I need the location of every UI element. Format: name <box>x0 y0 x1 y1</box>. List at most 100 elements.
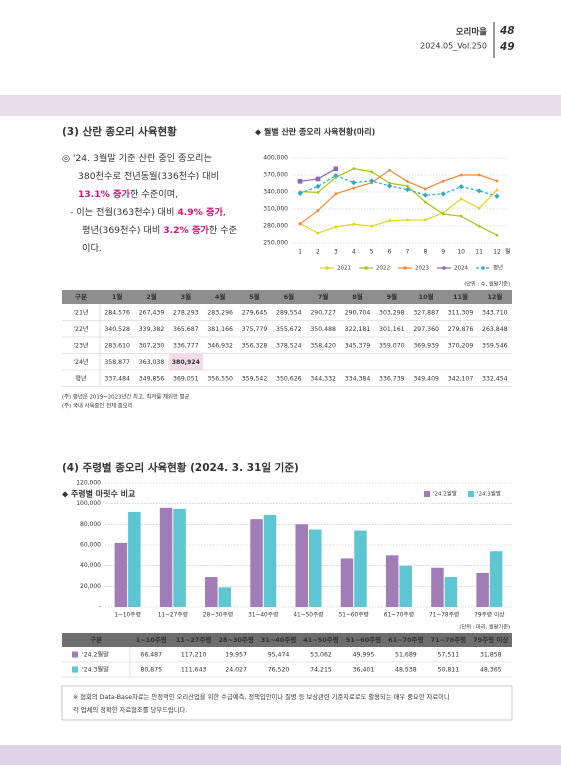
marker <box>352 167 356 171</box>
table-cell: 51,689 <box>395 652 417 659</box>
series-line <box>299 174 498 197</box>
table-cell: '22년 <box>73 325 89 333</box>
marker <box>388 168 391 172</box>
section-title: (4) 주령별 종오리 사육현황 (2024. 3. 31일 기준) <box>62 461 299 474</box>
bar <box>340 558 354 607</box>
table-cell: 19,957 <box>225 652 247 659</box>
marker <box>315 176 321 182</box>
x-tick-label: 6 <box>388 249 392 256</box>
table-cell: 311,309 <box>448 309 474 316</box>
bar <box>128 511 141 607</box>
highlight-cell <box>168 353 203 370</box>
table-note: (주) 평년은 2019~2023년간 최고, 최저를 제외한 평균 <box>62 393 190 401</box>
table-cell: 267,439 <box>139 309 165 316</box>
table-cell: 289,554 <box>276 309 302 316</box>
table-cell: 117,210 <box>181 652 207 659</box>
table-cell: 50,811 <box>438 667 460 674</box>
table-cell: 358,877 <box>104 359 130 366</box>
table-cell: 303,298 <box>379 309 405 316</box>
x-tick-label: 4 <box>352 249 356 256</box>
marker <box>459 214 463 218</box>
legend-label: 2024 <box>454 266 468 272</box>
bar <box>250 519 263 607</box>
table-cell: 74,215 <box>310 667 332 674</box>
bar <box>159 507 173 607</box>
table-cell: 297,360 <box>413 326 439 333</box>
table-cell: 349,856 <box>139 375 165 382</box>
table-cell: 359,070 <box>379 342 405 349</box>
chart-title: ◆ 주령별 마릿수 비교 <box>62 489 136 499</box>
marker <box>477 173 481 177</box>
marker <box>297 179 303 184</box>
table-cell: 336,777 <box>173 342 199 349</box>
y-tick-label: - <box>99 604 101 611</box>
y-tick-label: 60,000 <box>80 542 101 549</box>
table-cell: 290,704 <box>345 309 371 316</box>
paragraph-line: - 이는 전월(363천수) 대비 4.9% 증가, <box>70 206 226 218</box>
marker <box>423 200 427 204</box>
legend-swatch <box>424 491 430 497</box>
legend-marker <box>364 266 368 270</box>
y-tick-label: 100,000 <box>76 500 101 507</box>
table-header-cell: 61~70주령 <box>388 635 424 644</box>
section-title: (3) 산란 종오리 사육현황 <box>62 125 177 138</box>
x-tick-label: 1 <box>298 249 302 256</box>
table-header-cell: 1~10주령 <box>136 635 167 644</box>
bar <box>444 577 458 607</box>
table-cell: 36,401 <box>353 667 375 674</box>
table-header-cell: 4월 <box>215 292 226 301</box>
text-segment: 380천수로 전년동월(336천수) 대비 <box>78 170 219 182</box>
series-line <box>299 169 498 225</box>
table-header-cell: 구분 <box>75 292 87 301</box>
bar <box>295 524 308 607</box>
marker <box>369 178 375 184</box>
marker <box>422 192 428 198</box>
marker <box>334 225 338 229</box>
marker <box>388 181 391 185</box>
table-cell: 370,209 <box>448 342 474 349</box>
series-line <box>299 168 498 236</box>
x-tick-label: 51~60주령 <box>339 611 369 619</box>
paragraph-line: 이다. <box>82 243 102 254</box>
text-segment: 이다. <box>82 243 102 254</box>
bar <box>399 565 412 607</box>
table-cell: 345,379 <box>345 342 371 349</box>
marker <box>459 173 463 177</box>
table-cell: 53,062 <box>310 652 332 659</box>
legend-swatch <box>72 666 78 673</box>
table-cell: 평년 <box>75 374 87 382</box>
x-tick-label: 8 <box>423 249 427 256</box>
bar <box>263 515 277 607</box>
paragraph-line: 380천수로 전년동월(336천수) 대비 <box>78 170 219 182</box>
note-box <box>61 685 513 721</box>
marker <box>406 184 409 188</box>
legend-label: '24.2월말 <box>433 490 457 498</box>
table-cell: 369,939 <box>413 342 439 349</box>
table-header-cell: 7월 <box>318 292 329 301</box>
page-number: 48 <box>499 25 515 37</box>
marker <box>316 209 320 212</box>
bar <box>173 508 186 607</box>
marker <box>494 193 500 199</box>
table-cell: 355,672 <box>276 326 302 333</box>
table-cell: 76,520 <box>268 667 290 674</box>
text-segment: ◎ '24. 3월말 기준 산란 중인 종오리는 <box>62 152 212 164</box>
chart-title: ◆ 월별 산란 종오리 사육현황(마리) <box>255 127 375 137</box>
x-tick-label: 31~40주령 <box>248 611 278 619</box>
marker <box>495 179 499 183</box>
x-tick-label: 79주령 이상 <box>474 611 505 619</box>
table-cell: 307,230 <box>139 342 165 349</box>
legend-marker <box>442 266 446 270</box>
table-cell: 350,626 <box>276 375 302 382</box>
legend-label: 평년 <box>493 264 503 272</box>
bottom-band <box>0 745 561 765</box>
table-header-cell: 28~30주령 <box>218 635 254 644</box>
x-tick-label: 11~27주령 <box>158 611 188 619</box>
table-cell: '24.3월말 <box>82 666 109 674</box>
table-cell: 381,166 <box>207 326 233 333</box>
table-header-bg <box>62 290 512 304</box>
unit-note: (단위 : 마리, 월말기준) <box>459 623 510 631</box>
x-tick-label: 10 <box>457 249 465 256</box>
table-cell: 342,107 <box>448 375 474 382</box>
